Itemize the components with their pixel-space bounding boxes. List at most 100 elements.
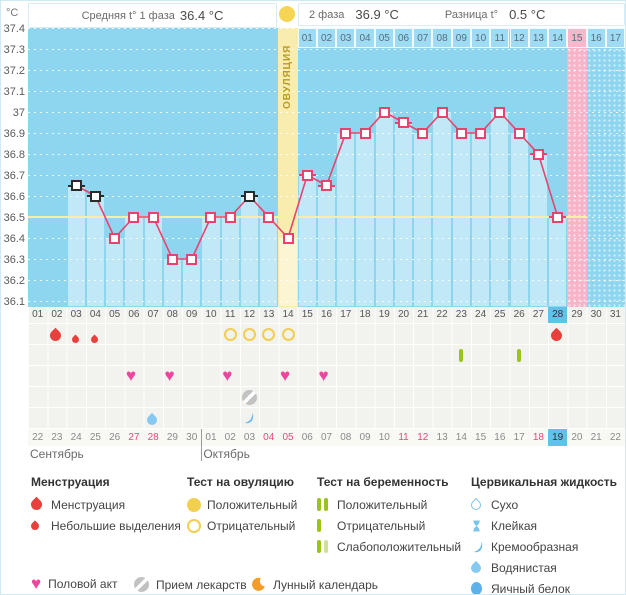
- dpo-cell-05[interactable]: 05: [374, 28, 394, 48]
- cycle-day-03[interactable]: 03: [70, 309, 82, 320]
- temperature-column[interactable]: [183, 259, 201, 306]
- temp-marker-day-16[interactable]: [321, 180, 333, 191]
- menstruation-drop-icon[interactable]: [48, 327, 64, 346]
- temperature-column[interactable]: [394, 122, 413, 306]
- cycle-day-28[interactable]: 28: [548, 307, 568, 323]
- temperature-column[interactable]: [67, 185, 85, 306]
- temp-marker-day-27[interactable]: [532, 148, 544, 160]
- temp-marker-day-10[interactable]: [205, 211, 217, 223]
- dpo-cell-10[interactable]: 10: [470, 28, 491, 48]
- dpo-cell-07[interactable]: 07: [413, 28, 433, 48]
- temp-marker-day-19[interactable]: [378, 106, 390, 118]
- cycle-day-25[interactable]: 25: [494, 309, 506, 320]
- temp-marker-day-28[interactable]: [552, 211, 564, 223]
- medication-pill-icon[interactable]: [241, 389, 257, 410]
- intercourse-heart-icon[interactable]: ♥: [280, 366, 291, 385]
- temperature-column[interactable]: [202, 217, 220, 306]
- cycle-day-04[interactable]: 04: [89, 309, 101, 320]
- date-Сентябрь-24[interactable]: 24: [70, 432, 82, 443]
- date-Октябрь-02[interactable]: 02: [224, 432, 236, 443]
- date-Октябрь-20[interactable]: 20: [571, 432, 583, 443]
- cycle-day-05[interactable]: 05: [109, 309, 121, 320]
- dpo-cell-01[interactable]: 01: [297, 28, 317, 48]
- temperature-column[interactable]: [163, 259, 182, 306]
- date-Октябрь-22[interactable]: 22: [609, 432, 621, 443]
- intercourse-heart-icon[interactable]: ♥: [222, 366, 233, 385]
- temperature-column[interactable]: [529, 154, 547, 306]
- temp-marker-day-11[interactable]: [224, 211, 236, 223]
- date-Октябрь-12[interactable]: 12: [417, 432, 429, 443]
- ovulation-test-negative-icon[interactable]: [242, 327, 256, 346]
- cycle-day-27[interactable]: 27: [532, 309, 544, 320]
- temp-marker-day-14[interactable]: [282, 232, 294, 244]
- cycle-day-20[interactable]: 20: [398, 309, 410, 320]
- date-Октябрь-11[interactable]: 11: [398, 432, 409, 443]
- cycle-day-18[interactable]: 18: [359, 309, 371, 320]
- date-Сентябрь-22[interactable]: 22: [32, 432, 44, 443]
- temp-marker-day-18[interactable]: [359, 127, 371, 139]
- date-Октябрь-05[interactable]: 05: [282, 432, 294, 443]
- date-Сентябрь-29[interactable]: 29: [166, 432, 178, 443]
- temperature-column[interactable]: [452, 133, 470, 306]
- cycle-day-26[interactable]: 26: [513, 309, 525, 320]
- temp-marker-day-4[interactable]: [89, 190, 101, 202]
- dpo-cell-02[interactable]: 02: [316, 28, 337, 48]
- intercourse-heart-icon[interactable]: ♥: [125, 366, 137, 385]
- temperature-column[interactable]: [471, 133, 490, 306]
- dpo-cell-13[interactable]: 13: [528, 28, 548, 48]
- cycle-day-23[interactable]: 23: [455, 309, 467, 320]
- temperature-column[interactable]: [549, 217, 567, 306]
- date-Октябрь-09[interactable]: 09: [359, 432, 371, 443]
- cycle-day-11[interactable]: 11: [225, 309, 236, 320]
- cycle-day-08[interactable]: 08: [166, 309, 178, 320]
- cycle-day-24[interactable]: 24: [475, 309, 487, 320]
- temp-marker-day-8[interactable]: [166, 253, 178, 265]
- cycle-day-30[interactable]: 30: [590, 309, 602, 320]
- date-Сентябрь-23[interactable]: 23: [51, 432, 63, 443]
- dpo-cell-17[interactable]: 17: [605, 28, 625, 48]
- temp-marker-day-15[interactable]: [301, 169, 313, 181]
- temp-marker-day-3[interactable]: [70, 180, 82, 191]
- cycle-day-09[interactable]: 09: [186, 309, 198, 320]
- pregnancy-test-negative-icon[interactable]: [459, 348, 464, 367]
- cycle-day-15[interactable]: 15: [301, 309, 313, 320]
- temperature-column[interactable]: [491, 112, 509, 306]
- cycle-day-29[interactable]: 29: [571, 309, 583, 320]
- temp-marker-day-9[interactable]: [186, 253, 198, 265]
- cycle-day-22[interactable]: 22: [436, 309, 448, 320]
- temperature-chart[interactable]: ОВУЛЯЦИЯ 01 02 03 04 05 06 07 08 09 10 11 12 13 14 15 16…: [28, 28, 625, 307]
- temp-marker-day-6[interactable]: [128, 211, 140, 223]
- date-Сентябрь-26[interactable]: 26: [109, 432, 121, 443]
- temperature-column[interactable]: [375, 112, 393, 306]
- dpo-cell-06[interactable]: 06: [393, 28, 414, 48]
- temperature-column[interactable]: [298, 175, 316, 306]
- cycle-day-07[interactable]: 07: [147, 309, 159, 320]
- date-Октябрь-21[interactable]: 21: [590, 432, 602, 443]
- intercourse-heart-icon[interactable]: ♥: [164, 366, 175, 385]
- date-Сентябрь-28[interactable]: 28: [147, 432, 159, 443]
- temp-marker-day-24[interactable]: [475, 127, 487, 139]
- temperature-column[interactable]: [356, 133, 374, 306]
- dpo-cell-08[interactable]: 08: [432, 28, 452, 48]
- cycle-day-14[interactable]: 14: [282, 309, 294, 320]
- dpo-cell-14[interactable]: 14: [548, 28, 568, 48]
- cycle-day-31[interactable]: 31: [609, 309, 621, 320]
- cycle-day-06[interactable]: 06: [128, 309, 140, 320]
- cycle-day-01[interactable]: 01: [32, 309, 44, 320]
- ovulation-test-negative-icon[interactable]: [223, 327, 237, 346]
- date-Октябрь-07[interactable]: 07: [320, 432, 333, 443]
- cycle-day-13[interactable]: 13: [263, 309, 275, 320]
- date-Октябрь-01[interactable]: 01: [205, 432, 217, 443]
- temperature-column[interactable]: [510, 133, 528, 306]
- dpo-cell-09[interactable]: 09: [451, 28, 471, 48]
- temp-marker-day-20[interactable]: [398, 117, 410, 128]
- date-Сентябрь-30[interactable]: 30: [186, 432, 198, 443]
- date-Октябрь-19[interactable]: 19: [548, 429, 568, 446]
- temperature-column[interactable]: [86, 196, 105, 306]
- temp-marker-day-13[interactable]: [263, 211, 275, 223]
- ovulation-test-negative-icon[interactable]: [281, 327, 295, 346]
- dpo-cell-15[interactable]: 15: [567, 28, 587, 48]
- temp-marker-day-22[interactable]: [436, 106, 448, 118]
- dpo-cell-11[interactable]: 11: [490, 28, 510, 48]
- date-Сентябрь-25[interactable]: 25: [89, 432, 101, 443]
